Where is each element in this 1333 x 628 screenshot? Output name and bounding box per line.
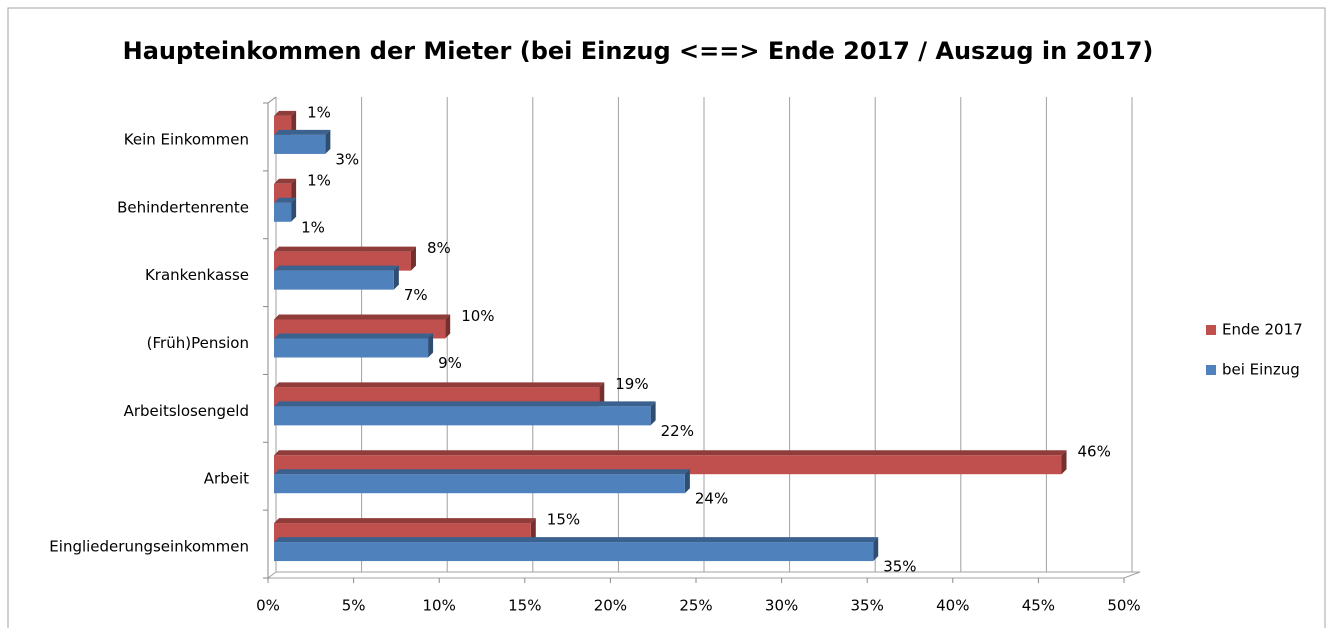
data-label: 9% (438, 354, 462, 372)
legend-swatch (1206, 325, 1216, 335)
bar-top (274, 469, 690, 475)
bar-top (274, 265, 399, 271)
legend-label: bei Einzug (1222, 361, 1300, 379)
bar-top (274, 518, 536, 524)
bar-top (274, 129, 331, 135)
bar-end (650, 401, 656, 426)
bar-top (274, 314, 451, 320)
bar-top (274, 401, 656, 407)
data-label: 19% (615, 375, 648, 393)
x-tick-label: 5% (342, 597, 366, 615)
y-tick-label: Kein Einkommen (124, 130, 249, 148)
bar-end (393, 265, 399, 290)
data-label: 46% (1078, 443, 1111, 461)
data-label: 22% (661, 422, 694, 440)
chart-border (7, 7, 1326, 628)
y-tick-label: Eingliederungseinkommen (49, 538, 249, 556)
data-label: 24% (695, 490, 728, 508)
legend-label: Ende 2017 (1222, 321, 1303, 339)
x-tick-label: 10% (423, 597, 456, 615)
bar-top (274, 246, 416, 252)
bar-top (274, 178, 297, 184)
y-tick-label: Arbeitslosengeld (124, 402, 249, 420)
x-tick-label: 50% (1107, 597, 1140, 615)
data-label: 10% (461, 307, 494, 325)
bar-end (410, 246, 416, 271)
bar-end (445, 314, 451, 339)
bar-top (274, 537, 879, 543)
y-tick-label: Arbeit (204, 470, 249, 488)
x-tick-label: 15% (508, 597, 541, 615)
data-label: 3% (335, 150, 359, 168)
y-tick-label: Behindertenrente (117, 198, 249, 216)
bar (274, 406, 651, 426)
x-tick-label: 0% (256, 597, 280, 615)
y-tick-label: Krankenkasse (145, 266, 249, 284)
bar-end (428, 333, 434, 358)
bar-end (530, 518, 536, 543)
x-tick-label: 20% (594, 597, 627, 615)
y-tick-label: (Früh)Pension (147, 334, 249, 352)
bar-end (291, 197, 297, 222)
bar-top (274, 450, 1067, 456)
x-tick-label: 40% (936, 597, 969, 615)
chart-title: Haupteinkommen der Mieter (bei Einzug <=… (123, 37, 1154, 65)
data-label: 35% (883, 558, 916, 576)
bar (274, 270, 394, 290)
data-label: 8% (427, 239, 451, 257)
bar-end (684, 469, 690, 494)
bar-end (291, 178, 297, 203)
bar (274, 134, 326, 154)
bar-top (274, 110, 297, 116)
x-tick-label: 30% (765, 597, 798, 615)
bar (274, 338, 429, 358)
data-label: 1% (301, 218, 325, 236)
x-tick-label: 25% (679, 597, 712, 615)
bar (274, 542, 874, 562)
bar (274, 474, 685, 494)
data-label: 1% (307, 171, 331, 189)
x-tick-label: 35% (851, 597, 884, 615)
bar-end (291, 110, 297, 135)
data-label: 7% (404, 286, 428, 304)
bar-end (1061, 450, 1067, 475)
bar (274, 202, 292, 222)
x-tick-label: 45% (1022, 597, 1055, 615)
floor (266, 571, 1141, 579)
bar-end (325, 129, 331, 154)
data-label: 15% (547, 511, 580, 529)
bar-top (274, 197, 297, 203)
data-label: 1% (307, 103, 331, 121)
bar-top (274, 382, 605, 388)
bar-end (873, 537, 879, 562)
legend-swatch (1206, 365, 1216, 375)
y-axis-depth (267, 96, 277, 104)
bar-top (274, 333, 434, 339)
bar-end (599, 382, 605, 407)
